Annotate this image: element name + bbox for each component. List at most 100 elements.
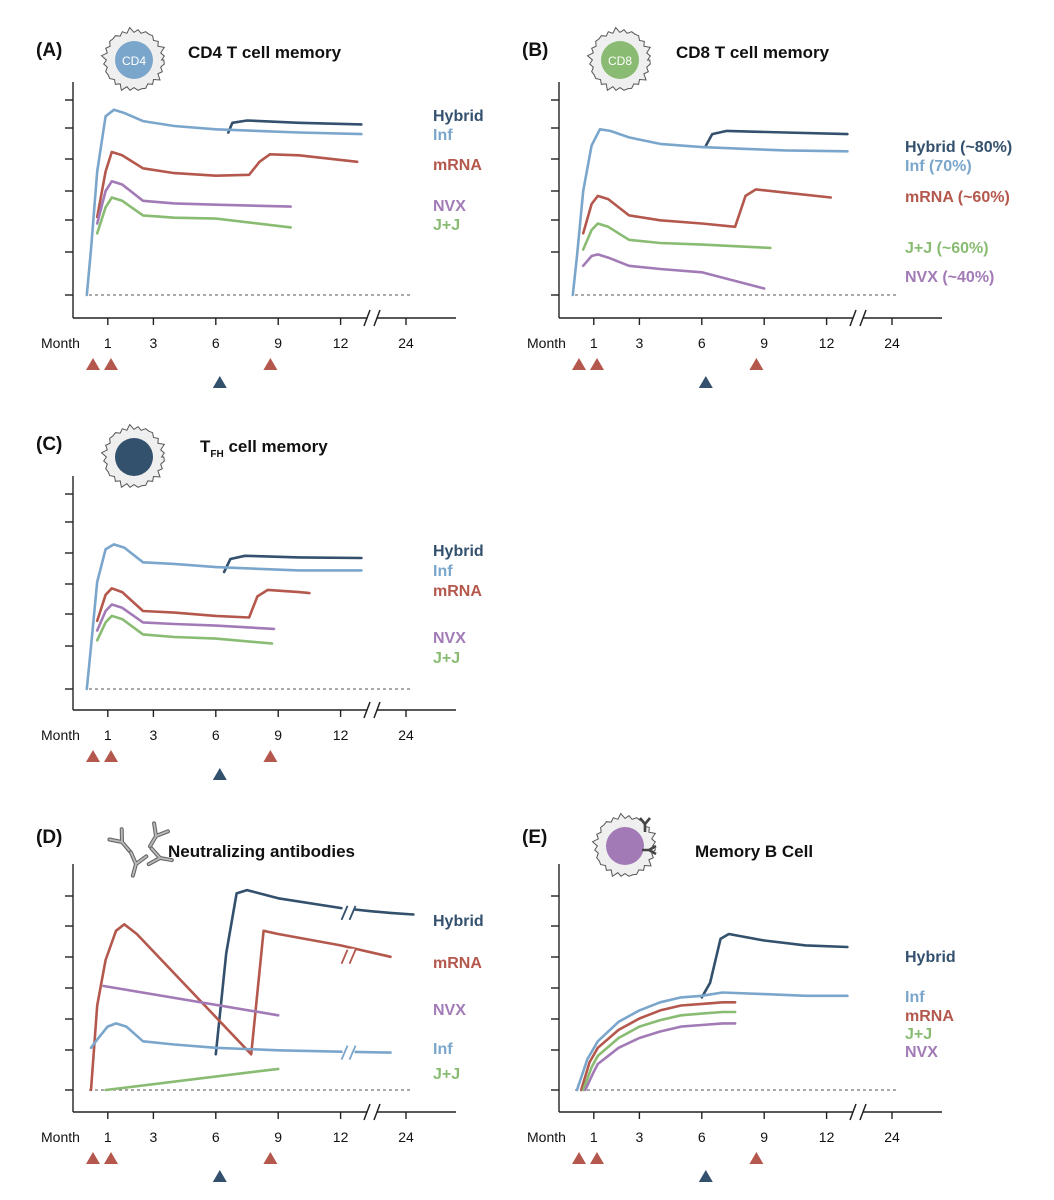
series-label-mrna: mRNA [433,583,482,600]
bcr-receptor [639,817,651,832]
series-line-inf [571,128,849,297]
antibody-icon [107,821,174,878]
line-break-mark [340,905,357,921]
x-tick-label: 12 [333,1129,349,1145]
series-label-mrna: mRNA [433,955,482,972]
series-line-jj [104,1067,280,1092]
series-line-mrna [95,587,311,623]
series-label-inf: Inf [433,127,453,144]
panel-b: (B) CD8 T cell memory CD8 Month 1 3 6 9 12 24 Hybr… [522,26,1012,388]
x-tick-label: 24 [398,335,414,351]
series-label-inf: Inf (70%) [905,158,972,175]
series-line-hybrid [222,554,363,574]
vaccine-dose-triangle [86,358,100,370]
series-line-jj [95,614,274,645]
x-tick-label: 12 [819,1129,835,1145]
panel-title: CD8 T cell memory [676,43,830,62]
panel-e: (E) Memory B Cell Month 1 3 6 9 12 24 Hybrid Inf mR… [522,812,956,1182]
x-axis-title: Month [41,1129,80,1145]
x-tick-label: 3 [150,1129,158,1145]
series-line-nvx [581,253,766,290]
antibody-shape [107,827,132,854]
axis-break-mark [363,309,381,327]
series-label-jj: J+J [433,1066,460,1083]
series-line-hybrid [214,888,415,1056]
cell-nucleus [606,827,644,865]
x-tick-label: 12 [333,727,349,743]
series-label-hybrid: Hybrid (~80%) [905,139,1012,156]
series-label-nvx: NVX [433,198,466,215]
series-label-hybrid: Hybrid [433,913,484,930]
x-axis-title: Month [41,727,80,743]
series-line-inf [85,108,363,297]
title-main: CD8 T cell memory [676,43,830,62]
infection-marker-triangle [698,376,713,388]
vaccine-dose-triangle [104,1152,118,1164]
series-line-mrna [95,150,359,219]
series-label-mrna: mRNA [905,1008,954,1025]
x-tick-label: 6 [212,335,220,351]
panel-a: (A) CD4 T cell memory CD4 Month 1 3 6 9 12 24 Hybr… [36,26,484,388]
cell-label: CD8 [608,54,632,68]
antibody-shape [148,821,170,849]
cell-nucleus [601,41,639,79]
vaccine-dose-triangle [104,358,118,370]
x-tick-label: 1 [590,335,598,351]
series-label-nvx: NVX [433,630,466,647]
series-line-mrna [581,188,833,235]
infection-marker-triangle [212,376,227,388]
axis-break-gap [853,312,863,324]
x-tick-label: 24 [884,335,900,351]
series-label-nvx: NVX [905,1044,938,1061]
series-line-nvx [95,603,276,632]
axis-break-gap [367,312,377,324]
infection-marker-triangle [212,1170,227,1182]
panel-label: (A) [36,40,62,61]
axis-break-mark [849,309,867,327]
series-line-inf [89,1022,392,1054]
x-tick-label: 9 [274,1129,282,1145]
series-label-inf: Inf [905,989,925,1006]
series-line-hybrid [227,119,363,134]
vaccine-dose-triangle [263,750,278,762]
cell-nucleus [115,41,153,79]
antibody-arm-highlight [147,847,173,866]
series-line-jj [95,196,292,235]
x-tick-label: 1 [104,727,112,743]
vaccine-dose-triangle [263,358,278,370]
series-label-jj: J+J [905,1026,932,1043]
title-main: Memory B Cell [695,842,813,861]
x-tick-label: 3 [150,335,158,351]
x-tick-label: 24 [398,1129,414,1145]
series-line-inf [575,991,849,1092]
axis-break-mark [849,1103,867,1121]
x-tick-label: 1 [104,1129,112,1145]
series-label-hybrid: Hybrid [433,108,484,125]
x-tick-label: 12 [333,335,349,351]
title-main: T [200,437,211,456]
antibody-shape [128,850,149,878]
vaccine-dose-triangle [263,1152,278,1164]
memory-b-cell-icon [591,812,657,878]
x-tick-label: 24 [884,1129,900,1145]
vaccine-dose-triangle [104,750,118,762]
series-label-hybrid: Hybrid [905,949,956,966]
vaccine-dose-triangle [572,1152,586,1164]
series-line-inf [85,543,363,691]
infection-marker-triangle [212,768,227,780]
series-line-hybrid [700,932,849,999]
cell-nucleus [115,438,153,476]
series-line-mrna [579,1001,737,1092]
x-tick-label: 9 [760,335,768,351]
axis-break-mark [363,1103,381,1121]
x-axis-title: Month [527,335,566,351]
x-axis-title: Month [527,1129,566,1145]
panel-title: CD4 T cell memory [188,43,342,62]
x-tick-label: 6 [212,1129,220,1145]
series-label-hybrid: Hybrid [433,543,484,560]
title-rest: cell memory [224,437,328,456]
axis-break-gap [853,1106,863,1118]
x-tick-label: 3 [150,727,158,743]
series-label-mrna: mRNA (~60%) [905,189,1010,206]
